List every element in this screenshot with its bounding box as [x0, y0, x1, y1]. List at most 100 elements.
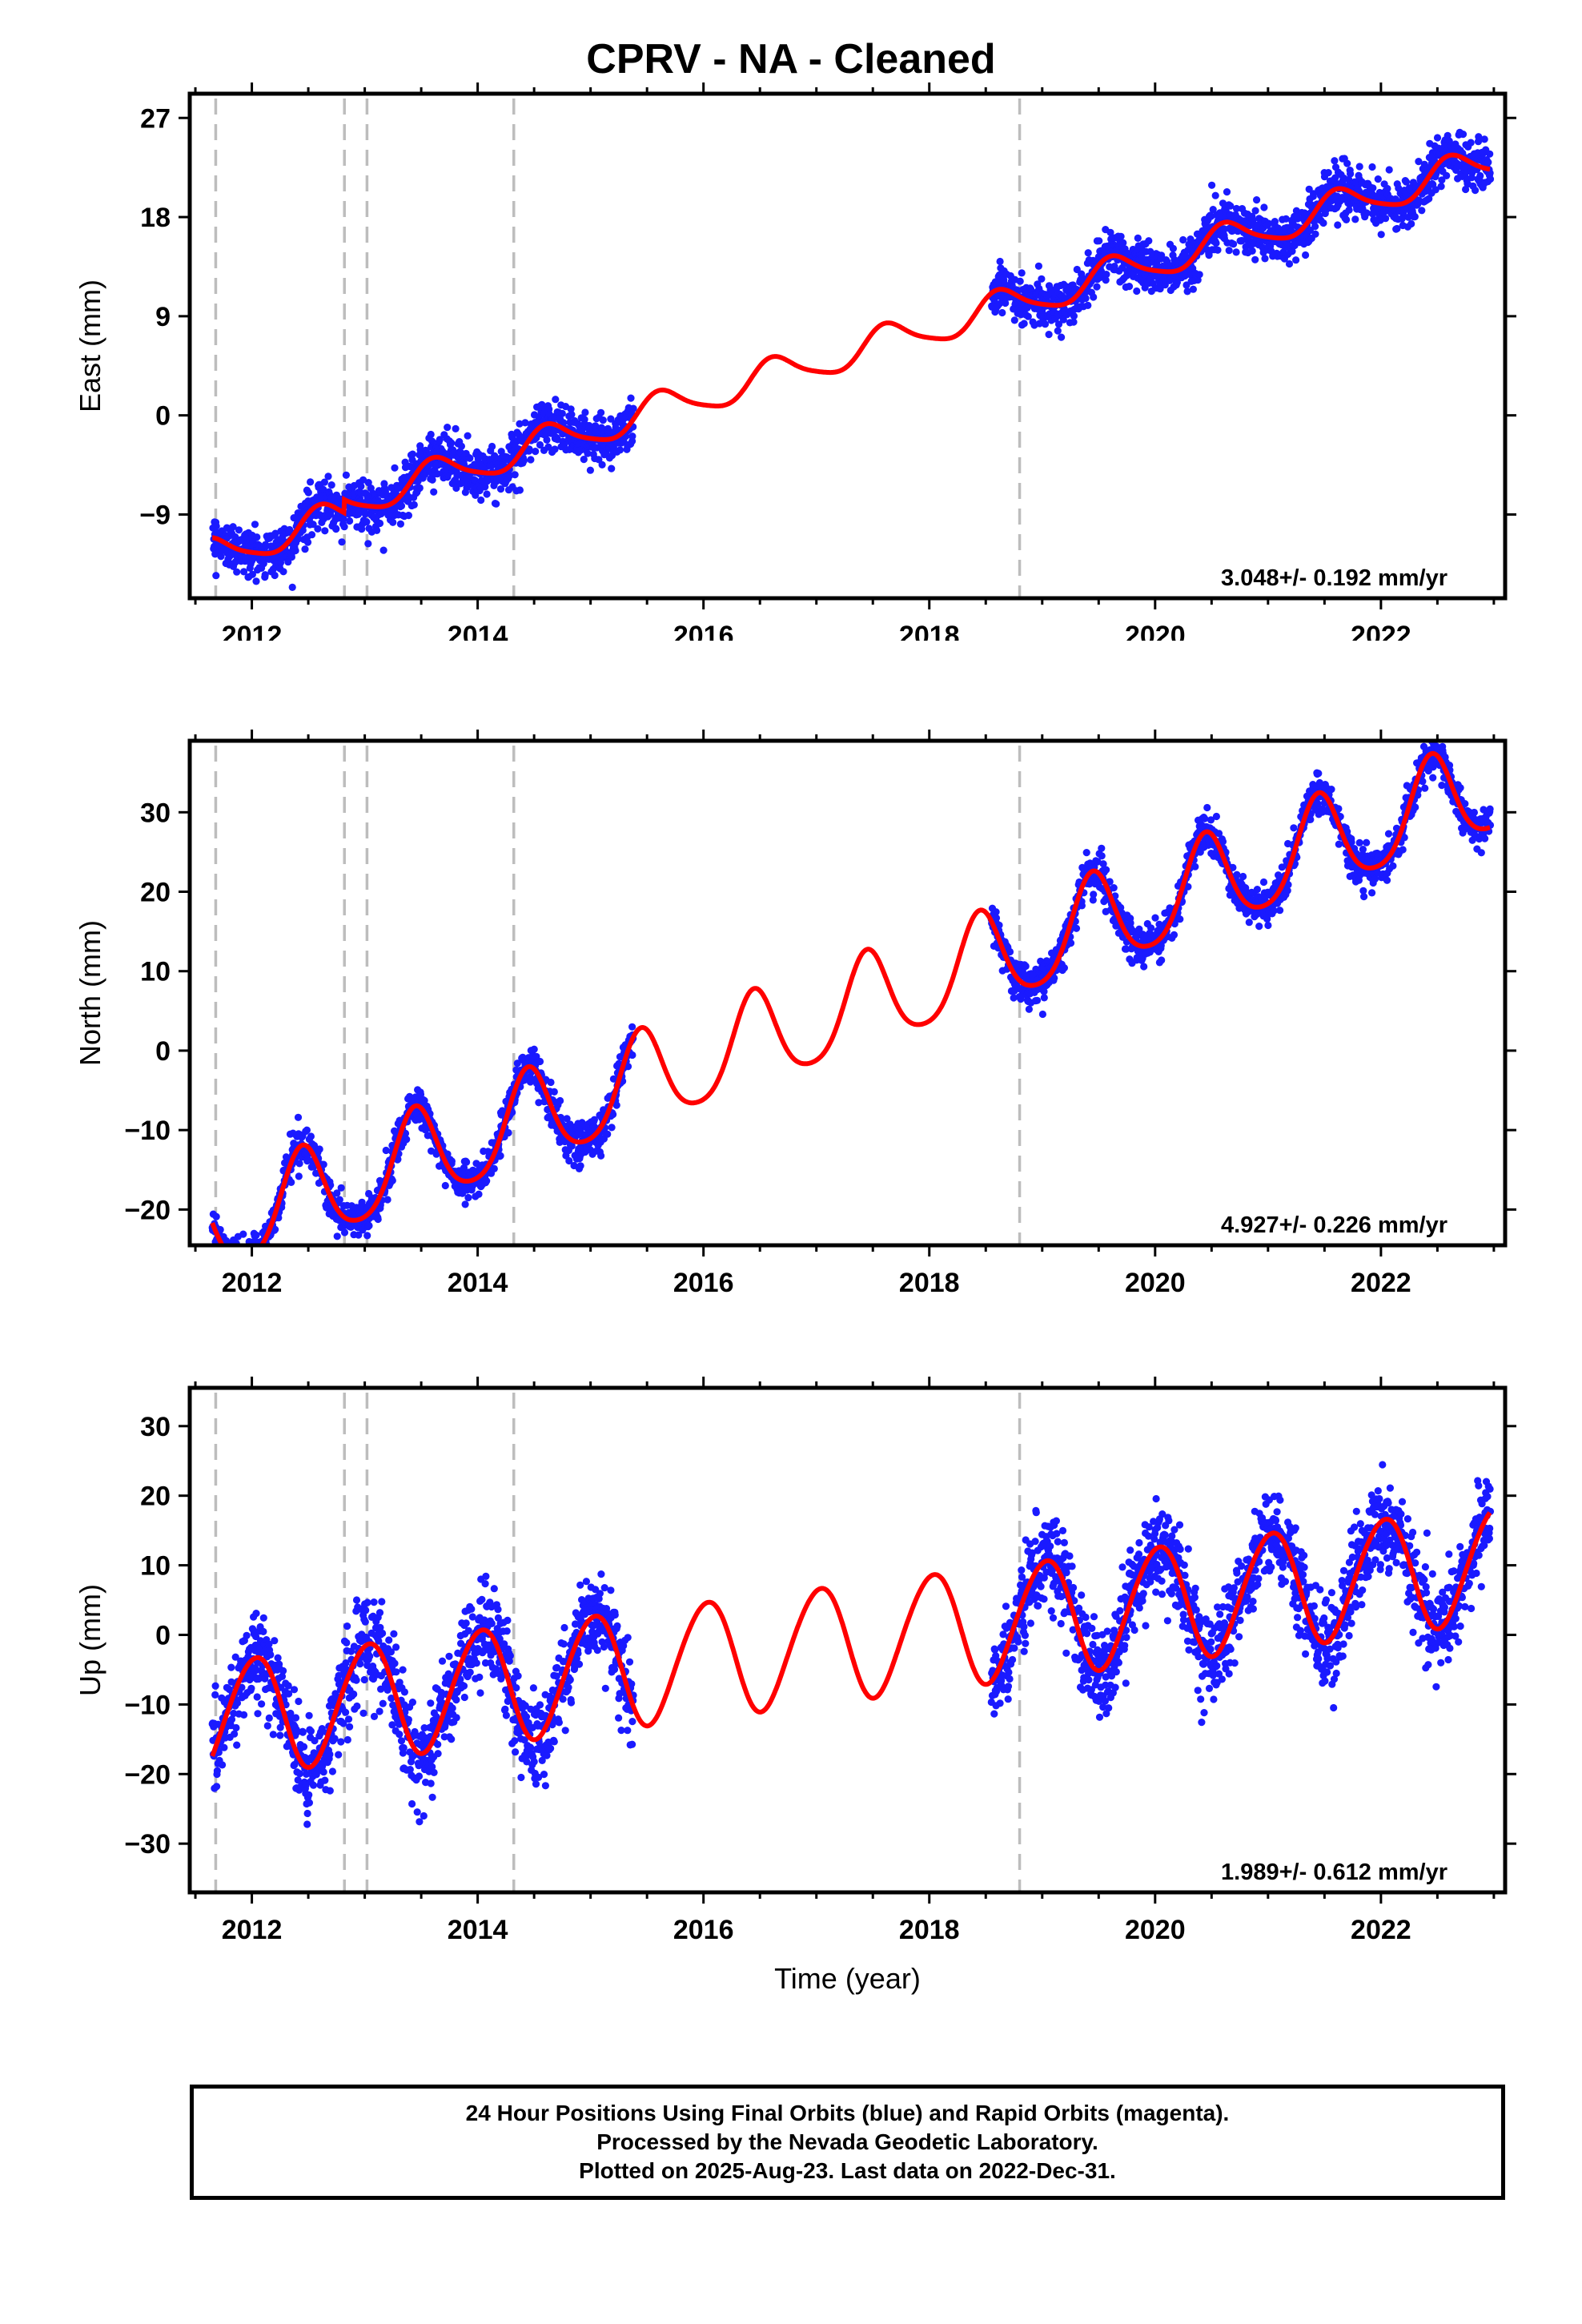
east-point	[324, 472, 332, 480]
east-point	[508, 433, 516, 441]
east-point	[309, 521, 317, 529]
east-point	[552, 396, 560, 404]
east-point	[599, 416, 607, 424]
east-point	[560, 419, 568, 427]
east-point	[607, 415, 615, 423]
east-point	[1102, 271, 1110, 279]
east-point	[1020, 320, 1028, 328]
east-point	[251, 521, 259, 529]
east-point	[364, 540, 372, 548]
east-point	[477, 496, 485, 505]
east-point	[1343, 159, 1351, 167]
east-point	[452, 424, 460, 433]
east-point	[1195, 271, 1203, 279]
east-point	[996, 257, 1004, 266]
east-point	[1285, 259, 1294, 268]
east-point	[321, 527, 329, 535]
east-point	[416, 484, 424, 493]
east-point	[1253, 196, 1261, 204]
east-point	[1084, 249, 1092, 257]
east-point	[538, 400, 546, 408]
east-point	[1024, 312, 1032, 320]
east-point	[1205, 251, 1213, 259]
east-point	[496, 485, 505, 493]
east-point	[1369, 184, 1377, 192]
east-point	[1251, 207, 1259, 215]
east-point	[332, 525, 340, 533]
east-point	[1220, 225, 1228, 233]
east-point	[488, 442, 496, 451]
east-point	[628, 432, 636, 440]
east-point	[584, 449, 592, 457]
east-point	[338, 538, 346, 546]
east-point	[373, 526, 381, 535]
east-point	[585, 421, 593, 430]
east-point	[586, 466, 595, 474]
east-point	[364, 479, 372, 487]
east-point	[1054, 320, 1063, 328]
east-point	[1288, 247, 1296, 255]
east-point	[1010, 316, 1018, 324]
east-point	[397, 502, 406, 510]
east-point	[1351, 215, 1359, 223]
east-point	[532, 448, 540, 456]
east-point	[558, 409, 566, 417]
east-point	[320, 478, 328, 486]
east-point	[627, 394, 635, 402]
east-point	[428, 437, 436, 445]
east-point	[491, 452, 499, 460]
east-point	[1095, 237, 1103, 245]
east-point	[1227, 202, 1235, 210]
east-point	[1331, 157, 1339, 165]
east-point	[1058, 333, 1066, 341]
east-point	[404, 512, 412, 520]
east-point	[1248, 247, 1256, 255]
east-point	[1345, 206, 1353, 214]
east-point	[363, 518, 371, 526]
east-point	[998, 308, 1006, 317]
east-point	[1045, 331, 1053, 339]
east-point	[1093, 283, 1101, 291]
east-point	[995, 300, 1003, 308]
east-point	[212, 522, 220, 530]
east-point	[1183, 287, 1191, 296]
east-point	[430, 488, 438, 496]
east-point	[1292, 256, 1300, 264]
east-point	[253, 533, 261, 541]
east-point	[233, 568, 241, 576]
figure-title: CPRV - NA - Cleaned	[586, 36, 996, 82]
east-point	[327, 481, 335, 489]
east-point	[1102, 276, 1110, 284]
east-point	[287, 553, 295, 561]
east-point	[464, 432, 472, 440]
east-point	[1133, 287, 1141, 296]
east-point	[1214, 246, 1222, 254]
east-point	[536, 440, 544, 449]
east-point	[410, 501, 418, 509]
east-point	[1179, 235, 1187, 244]
east-point	[288, 583, 296, 592]
east-point	[1232, 248, 1240, 256]
east-point	[521, 419, 529, 427]
east-point	[212, 572, 220, 580]
east-point	[1090, 293, 1098, 301]
east-point	[1169, 244, 1177, 252]
east-point	[1343, 215, 1351, 223]
east-point	[520, 456, 528, 464]
east-point	[1251, 255, 1259, 263]
east-point	[1232, 204, 1241, 213]
east-point	[314, 525, 322, 533]
east-point	[1230, 240, 1238, 248]
east-point	[304, 489, 312, 497]
east-point	[1374, 175, 1382, 183]
east-point	[1225, 247, 1233, 255]
east-point	[580, 456, 588, 464]
east-point	[1117, 232, 1125, 240]
east-point	[303, 538, 312, 546]
east-point	[1355, 163, 1363, 171]
east-point	[271, 529, 279, 537]
east-point	[1082, 294, 1090, 303]
east-point	[248, 570, 256, 578]
east-point	[511, 471, 519, 479]
